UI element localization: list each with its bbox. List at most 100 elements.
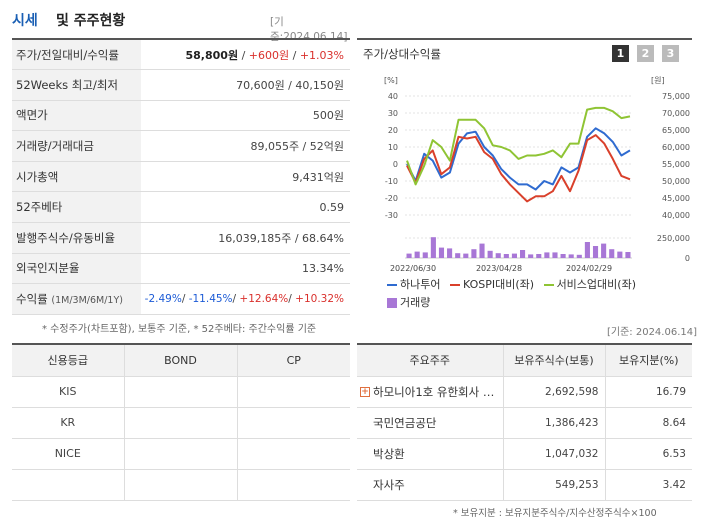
ownership-pct: 6.53 bbox=[604, 438, 692, 470]
left-tick-label: -10 bbox=[385, 177, 398, 186]
column-header: BOND bbox=[123, 344, 237, 377]
legend-item: 거래량 bbox=[387, 294, 430, 310]
volume-bar bbox=[503, 254, 509, 258]
right-tick-label: 40,000 bbox=[662, 211, 690, 220]
table-base-date: [기준: 2024.06.14] bbox=[607, 327, 698, 338]
shareholder-name: 박상환 bbox=[357, 438, 503, 470]
legend-label: 거래량 bbox=[400, 296, 431, 309]
legend-item: 서비스업대비(좌) bbox=[543, 276, 636, 292]
legend-label: KOSPI대비(좌) bbox=[462, 278, 535, 291]
shareholder-name: 자사주 bbox=[357, 469, 503, 501]
section-header: 시세 및 주주현황 [기준:2024.06.14] bbox=[12, 8, 350, 43]
volume-bar bbox=[438, 247, 445, 258]
left-tick-label: 20 bbox=[388, 126, 398, 135]
volume-bar bbox=[544, 252, 550, 258]
price-label: 거래량/거래대금 bbox=[12, 130, 141, 162]
volume-bar bbox=[479, 243, 485, 258]
major-shareholders-table: 주요주주 보유주식수(보통) 보유지분(%) + 하모니아1호 유한회사 … 2,… bbox=[357, 343, 692, 501]
right-tick-label: 65,000 bbox=[662, 126, 690, 135]
volume-bar bbox=[601, 243, 607, 258]
return-6m: +12.64% bbox=[239, 293, 289, 306]
price-value: -2.49%/ -11.45%/ +12.64%/ +10.32% bbox=[141, 283, 350, 315]
chart-page-3-button[interactable]: 3 bbox=[662, 45, 679, 62]
shares-held: 1,386,423 bbox=[502, 407, 605, 439]
table-cell bbox=[236, 438, 350, 470]
volume-bar bbox=[511, 253, 517, 258]
volume-bar bbox=[520, 250, 526, 258]
table-cell: NICE bbox=[12, 438, 124, 470]
shareholder-name: 국민연금공단 bbox=[357, 407, 503, 439]
left-tick-label: -20 bbox=[385, 194, 398, 203]
price-row: 액면가 500원 bbox=[12, 100, 350, 132]
table-row: NICE bbox=[12, 438, 350, 470]
table-cell: KIS bbox=[12, 376, 124, 408]
section-title-sub: 및 주주현황 bbox=[56, 13, 126, 29]
right-axis-unit: [원] bbox=[651, 76, 665, 85]
price-row: 수익률 (1M/3M/6M/1Y) -2.49%/ -11.45%/ +12.6… bbox=[12, 283, 350, 315]
expand-icon[interactable]: + bbox=[360, 386, 370, 397]
price-row: 52주베타 0.59 bbox=[12, 191, 350, 224]
table-row: 자사주 549,253 3.42 bbox=[357, 469, 692, 501]
volume-bar bbox=[495, 253, 501, 258]
separator: / bbox=[238, 48, 249, 62]
volume-bar bbox=[528, 254, 534, 258]
shareholder-name-text: 하모니아1호 유한회사 … bbox=[373, 384, 495, 399]
volume-bar bbox=[471, 249, 477, 258]
volume-tick-label: 0 bbox=[685, 254, 690, 263]
ownership-pct: 3.42 bbox=[604, 469, 692, 501]
table-row: KR bbox=[12, 407, 350, 439]
price-value: 500원 bbox=[141, 100, 350, 132]
volume-bar bbox=[455, 253, 461, 258]
table-row: 박상환 1,047,032 6.53 bbox=[357, 438, 692, 470]
shares-held: 1,047,032 bbox=[502, 438, 605, 470]
table-cell bbox=[123, 438, 237, 470]
price-row: 외국인지분율 13.34% bbox=[12, 253, 350, 285]
series-line-3 bbox=[406, 106, 631, 186]
right-tick-label: 45,000 bbox=[662, 194, 690, 203]
credit-rating-table: 신용등급 BOND CP KIS KR NICE bbox=[12, 343, 350, 501]
chart-page-2-button[interactable]: 2 bbox=[637, 45, 654, 62]
price-label: 액면가 bbox=[12, 100, 141, 132]
price-row: 52Weeks 최고/최저 70,600원 / 40,150원 bbox=[12, 69, 350, 101]
legend-label: 서비스업대비(좌) bbox=[556, 278, 636, 291]
return-1m: -2.49% bbox=[144, 293, 182, 306]
table-cell bbox=[123, 407, 237, 439]
volume-bar bbox=[609, 249, 615, 258]
right-tick-label: 75,000 bbox=[662, 92, 690, 101]
price-label: 주가/전일대비/수익률 bbox=[12, 39, 141, 71]
price-change-rate: +1.03% bbox=[299, 48, 344, 62]
volume-bar bbox=[617, 251, 623, 258]
price-label: 외국인지분율 bbox=[12, 253, 141, 285]
price-value: 13.34% bbox=[141, 253, 350, 285]
chart-page-1-button[interactable]: 1 bbox=[612, 45, 629, 62]
left-tick-label: 10 bbox=[388, 143, 398, 152]
shares-held: 2,692,598 bbox=[502, 376, 605, 408]
section-title-main: 시세 bbox=[12, 13, 38, 29]
column-header: 보유주식수(보통) bbox=[502, 344, 605, 377]
volume-bar bbox=[430, 237, 436, 258]
series-line-1 bbox=[406, 127, 631, 191]
shareholder-name[interactable]: + 하모니아1호 유한회사 … bbox=[357, 376, 503, 408]
left-tick-label: 30 bbox=[388, 109, 398, 118]
column-header: 신용등급 bbox=[12, 344, 124, 377]
legend-label: 하나투어 bbox=[400, 278, 441, 291]
right-tick-label: 50,000 bbox=[662, 177, 690, 186]
x-tick-label: 2024/02/29 bbox=[566, 264, 612, 273]
price-row: 거래량/거래대금 89,055주 / 52억원 bbox=[12, 130, 350, 162]
table-cell bbox=[236, 376, 350, 408]
left-tick-label: -30 bbox=[385, 211, 398, 220]
price-table: 주가/전일대비/수익률 58,800원 / +600원 / +1.03% 52W… bbox=[12, 38, 350, 315]
price-row: 주가/전일대비/수익률 58,800원 / +600원 / +1.03% bbox=[12, 39, 350, 71]
price-label: 수익률 (1M/3M/6M/1Y) bbox=[12, 283, 141, 315]
separator: / bbox=[289, 48, 300, 62]
price-row: 발행주식수/유동비율 16,039,185주 / 68.64% bbox=[12, 222, 350, 254]
price-label: 52Weeks 최고/최저 bbox=[12, 69, 141, 101]
volume-bar bbox=[625, 252, 631, 258]
table-cell bbox=[236, 469, 350, 501]
volume-bar bbox=[487, 250, 493, 258]
column-header: CP bbox=[236, 344, 350, 377]
price-value: 0.59 bbox=[141, 191, 350, 224]
ownership-pct: 8.64 bbox=[604, 407, 692, 439]
volume-bar bbox=[592, 246, 599, 258]
return-period: (1M/3M/6M/1Y) bbox=[51, 295, 123, 307]
